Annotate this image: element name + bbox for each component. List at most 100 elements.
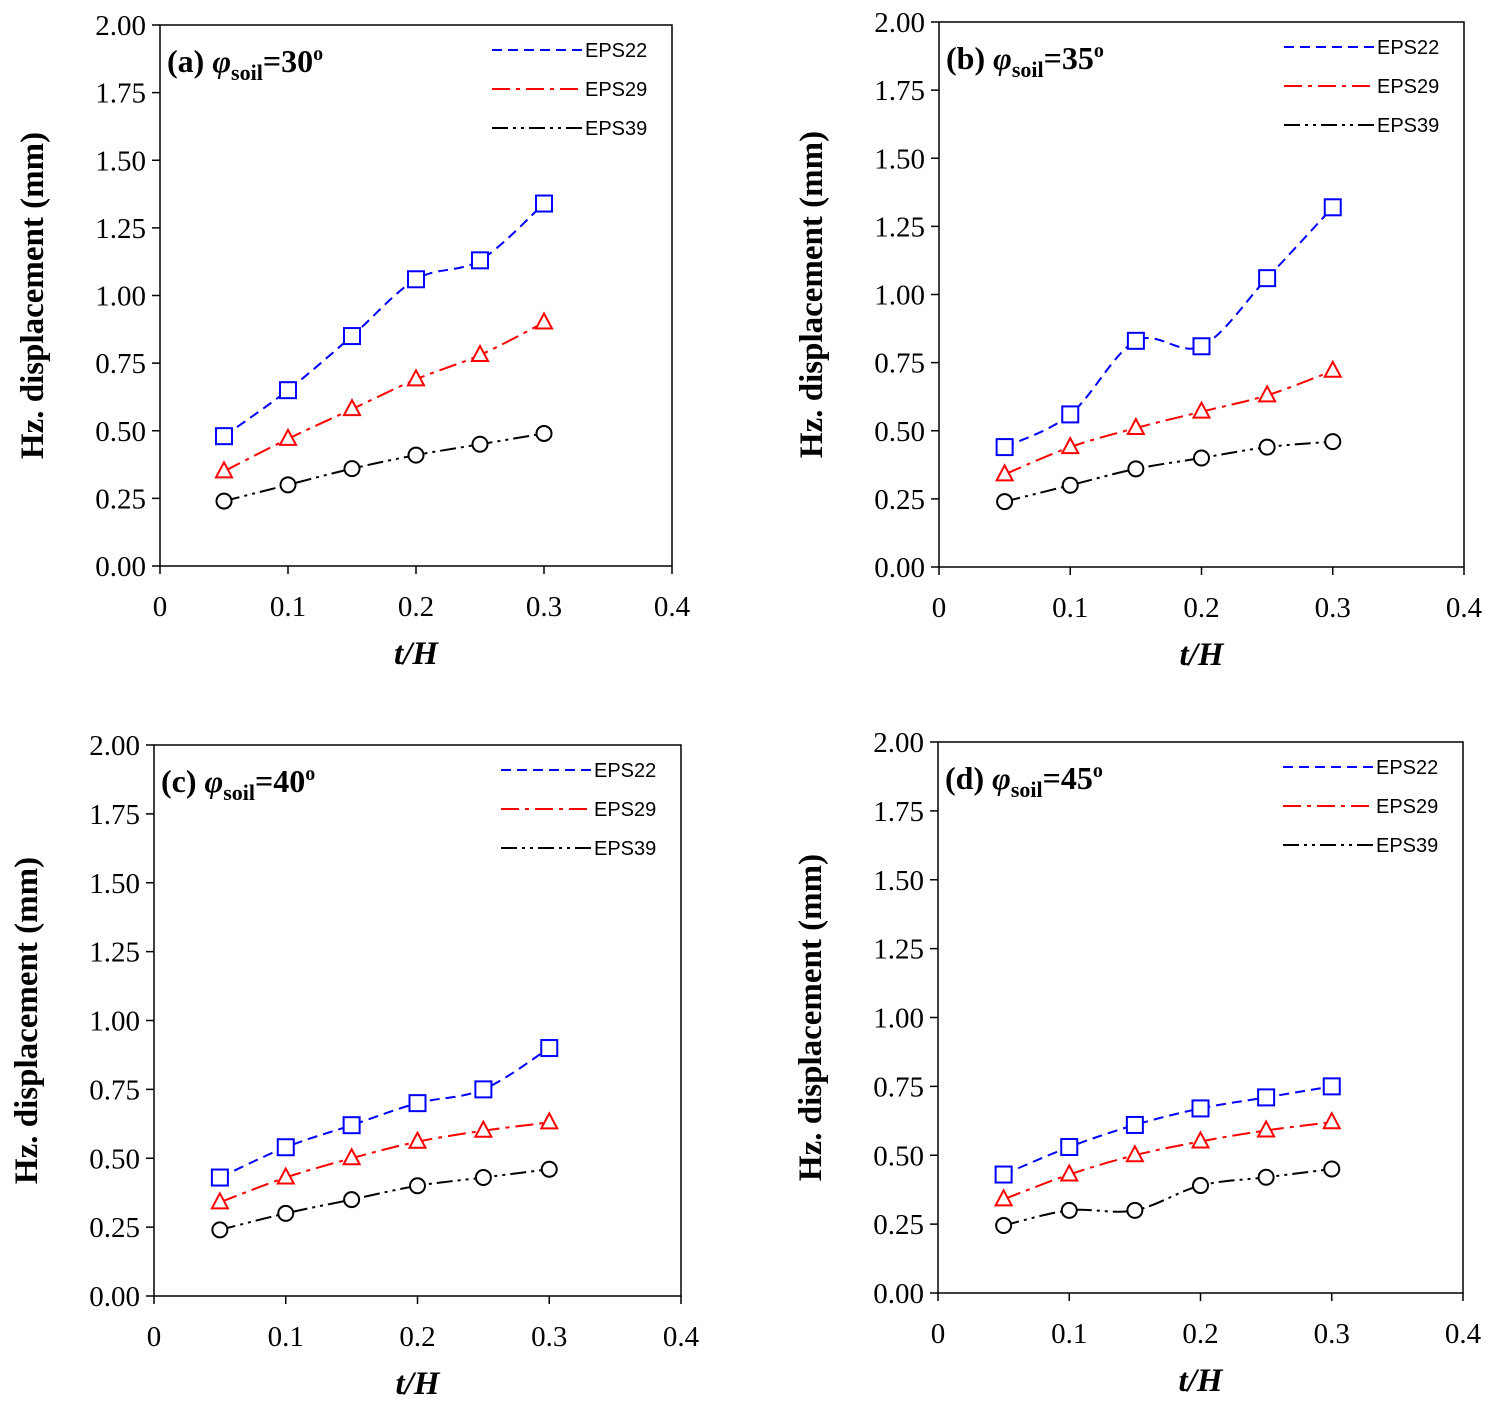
x-tick-label: 0.2 bbox=[398, 591, 434, 623]
series-line-eps39 bbox=[223, 432, 545, 503]
panel-label: (b) φsoil=35o bbox=[946, 40, 1104, 82]
x-tick-label: 0.2 bbox=[399, 1321, 435, 1353]
x-tick-label: 0.3 bbox=[526, 591, 562, 623]
legend-label-eps29: EPS29 bbox=[585, 79, 647, 101]
panel-label-symbol: φ bbox=[205, 763, 224, 799]
point-eps39 bbox=[343, 460, 361, 478]
point-eps22 bbox=[1060, 1137, 1079, 1156]
point-eps22 bbox=[215, 427, 233, 446]
point-eps22 bbox=[1322, 1077, 1341, 1096]
point-eps39 bbox=[1258, 438, 1276, 456]
y-tick-label: 1.00 bbox=[95, 281, 146, 313]
series-line-eps22 bbox=[1004, 206, 1334, 448]
point-eps39 bbox=[409, 1177, 426, 1195]
y-tick-label: 2.00 bbox=[89, 730, 140, 762]
legend-label-eps29: EPS29 bbox=[594, 799, 656, 821]
panel-label-prefix: (d) bbox=[945, 760, 992, 796]
point-eps39 bbox=[1323, 1160, 1341, 1178]
x-tick-label: 0.1 bbox=[270, 591, 306, 623]
y-tick-label: 0.50 bbox=[95, 416, 146, 448]
x-tick-label: 0.3 bbox=[1315, 592, 1351, 624]
y-tick-label: 2.00 bbox=[874, 7, 925, 39]
y-tick-label: 1.75 bbox=[873, 796, 924, 828]
series-line-eps22 bbox=[223, 202, 545, 437]
plot-frame bbox=[159, 24, 673, 567]
x-tick-label: 0.3 bbox=[531, 1321, 567, 1353]
y-tick-label: 0.75 bbox=[874, 348, 925, 380]
y-tick-label: 1.50 bbox=[95, 145, 146, 177]
panel-label: (a) φsoil=30o bbox=[167, 43, 323, 85]
x-tick-label: 0.2 bbox=[1183, 592, 1219, 624]
x-tick-label: 0.2 bbox=[1182, 1318, 1218, 1350]
legend-label-eps22: EPS22 bbox=[1377, 37, 1439, 59]
point-eps22 bbox=[1257, 1088, 1276, 1107]
point-eps22 bbox=[995, 438, 1014, 457]
point-eps29 bbox=[1125, 1144, 1145, 1163]
plot-frame bbox=[938, 21, 1465, 568]
point-eps22 bbox=[1126, 331, 1145, 350]
y-tick-label: 1.50 bbox=[89, 868, 140, 900]
x-tick-label: 0 bbox=[153, 591, 168, 623]
y-tick-label: 1.00 bbox=[873, 1003, 924, 1035]
series-line-eps22 bbox=[1003, 1085, 1332, 1176]
point-eps39 bbox=[1192, 1177, 1209, 1195]
point-eps29 bbox=[342, 397, 362, 417]
point-eps29 bbox=[473, 1119, 494, 1138]
y-tick-label: 1.25 bbox=[89, 937, 140, 969]
x-tick-label: 0.4 bbox=[663, 1321, 700, 1353]
panel-label-superscript: o bbox=[313, 43, 323, 65]
y-tick-label: 0.00 bbox=[89, 1281, 140, 1313]
point-eps29 bbox=[406, 368, 426, 387]
y-tick-label: 0.25 bbox=[89, 1212, 140, 1244]
legend-label-eps29: EPS29 bbox=[1377, 76, 1439, 98]
x-tick-label: 0 bbox=[932, 592, 947, 624]
point-eps22 bbox=[1258, 269, 1277, 288]
point-eps29 bbox=[993, 1188, 1014, 1207]
y-tick-label: 0.75 bbox=[89, 1074, 140, 1106]
point-eps29 bbox=[1060, 435, 1080, 455]
point-eps22 bbox=[1323, 198, 1342, 217]
point-eps22 bbox=[474, 1080, 493, 1099]
point-eps29 bbox=[539, 1111, 559, 1130]
y-tick-label: 1.25 bbox=[873, 934, 924, 966]
point-eps39 bbox=[277, 1204, 295, 1222]
point-eps22 bbox=[540, 1039, 559, 1058]
y-tick-label: 2.00 bbox=[873, 727, 924, 759]
panel-label-prefix: (a) bbox=[167, 43, 212, 79]
panel-label-prefix: (b) bbox=[946, 40, 993, 76]
panel-label-subscript: soil bbox=[231, 60, 263, 85]
legend-label-eps39: EPS39 bbox=[1377, 115, 1439, 137]
point-eps39 bbox=[1127, 460, 1145, 478]
point-eps29 bbox=[470, 343, 490, 363]
legend-label-eps22: EPS22 bbox=[594, 760, 656, 782]
chart-panel-a: 0.00 0.25 0.50 0.75 1.00 1.25 1.50 1.75 2.00 0 0.1… bbox=[15, 10, 691, 672]
y-axis-title: Hz. displacement (mm) bbox=[15, 132, 51, 459]
panel-label-superscript: o bbox=[1093, 760, 1103, 782]
point-eps39 bbox=[1126, 1201, 1144, 1219]
x-tick-label: 0.4 bbox=[1446, 592, 1483, 624]
x-axis-title: t/H bbox=[1179, 637, 1224, 673]
point-eps39 bbox=[995, 1217, 1013, 1235]
y-tick-label: 1.75 bbox=[874, 75, 925, 107]
point-eps29 bbox=[276, 1166, 296, 1185]
point-eps39 bbox=[474, 1169, 492, 1187]
point-eps29 bbox=[994, 463, 1015, 482]
point-eps39 bbox=[471, 435, 489, 453]
panel-label: (d) φsoil=45o bbox=[945, 760, 1103, 802]
series-line-eps29 bbox=[1004, 369, 1334, 476]
point-eps22 bbox=[342, 1116, 361, 1135]
series-line-eps39 bbox=[219, 1168, 550, 1231]
y-tick-label: 0.00 bbox=[95, 551, 146, 583]
panel-label-value: =45 bbox=[1043, 760, 1093, 796]
y-tick-label: 1.25 bbox=[95, 213, 146, 245]
point-eps22 bbox=[343, 327, 361, 346]
legend-label-eps39: EPS39 bbox=[594, 838, 656, 860]
point-eps29 bbox=[407, 1130, 428, 1149]
panel-label-symbol: φ bbox=[992, 760, 1011, 796]
panel-label-prefix: (c) bbox=[161, 763, 205, 799]
x-axis-title: t/H bbox=[395, 1366, 440, 1402]
point-eps22 bbox=[407, 270, 425, 289]
panel-label-subscript: soil bbox=[223, 780, 255, 805]
point-eps39 bbox=[1060, 1201, 1078, 1219]
x-tick-label: 0.4 bbox=[1445, 1318, 1482, 1350]
